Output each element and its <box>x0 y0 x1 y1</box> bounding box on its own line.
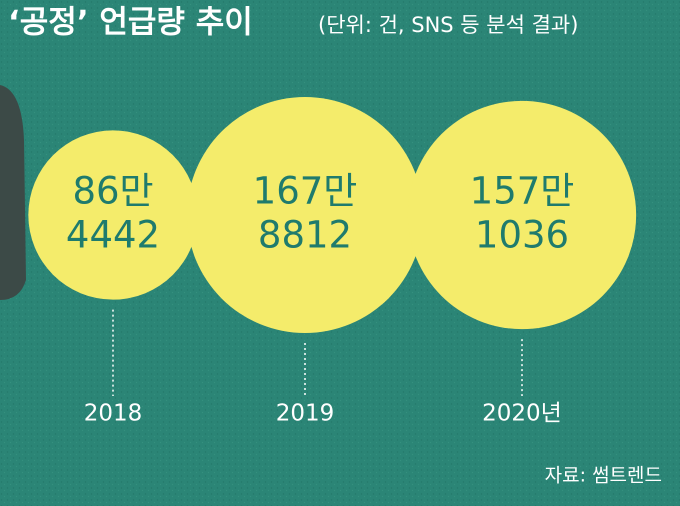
bubble <box>28 130 198 300</box>
chart-title: ‘공정’ 언급량 추이 <box>8 5 253 41</box>
value-label: 157만 <box>470 170 575 213</box>
x-tick-label: 2020년 <box>482 401 562 427</box>
x-tick-label: 2018 <box>84 401 143 427</box>
value-label: 8812 <box>258 214 352 257</box>
source: 자료: 썸트렌드 <box>545 465 662 487</box>
x-tick-label: 2019 <box>276 401 335 427</box>
bubble <box>187 97 423 333</box>
chart-subtitle: (단위: 건, SNS 등 분석 결과) <box>318 13 578 37</box>
value-label: 86만 <box>72 170 153 213</box>
decoration <box>0 85 26 300</box>
value-label: 1036 <box>475 214 569 257</box>
value-label: 4442 <box>66 214 160 257</box>
value-label: 167만 <box>253 170 358 213</box>
bubble <box>407 100 637 330</box>
